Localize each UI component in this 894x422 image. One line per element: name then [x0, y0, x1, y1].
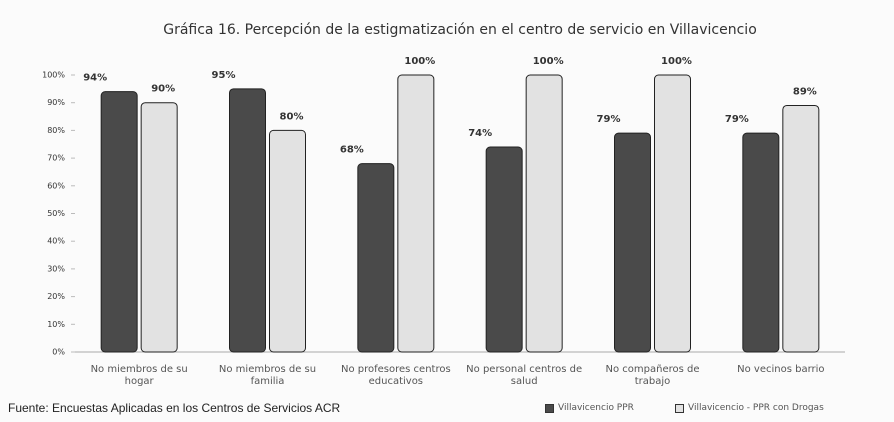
data-label: 94%	[83, 73, 107, 84]
bar	[397, 74, 435, 353]
legend-label: Villavicencio PPR	[558, 403, 634, 413]
data-label: 100%	[404, 56, 435, 67]
bar	[100, 91, 138, 353]
bar	[742, 132, 780, 353]
y-tick-label: 50%	[47, 209, 65, 218]
data-label: 100%	[533, 56, 564, 67]
legend-label: Villavicencio - PPR con Drogas	[688, 403, 824, 413]
legend-item: Villavicencio PPR	[545, 403, 634, 413]
data-label: 89%	[793, 86, 817, 97]
x-tick-label: No personal centros de salud	[466, 364, 583, 387]
x-tick-label: No vecinos barrio	[737, 364, 825, 375]
y-tick-label: 0%	[52, 348, 65, 357]
x-tick-label: No miembros de su hogar	[90, 364, 188, 387]
legend-item: Villavicencio - PPR con Drogas	[675, 403, 824, 413]
y-tick-label: 20%	[47, 292, 65, 301]
y-tick-label: 60%	[47, 181, 65, 190]
bar	[614, 132, 651, 353]
bar	[654, 74, 691, 353]
y-tick-label: 70%	[47, 154, 65, 163]
y-tick-label: 30%	[47, 264, 65, 273]
x-tick-label: No profesores centros educativos	[340, 364, 451, 387]
bar	[485, 146, 523, 353]
bar	[140, 102, 178, 353]
bar	[782, 104, 820, 353]
source-note: Fuente: Encuestas Aplicadas en los Centr…	[8, 401, 341, 415]
data-label: 79%	[597, 114, 621, 125]
bar	[357, 163, 395, 353]
data-label: 74%	[468, 128, 492, 139]
data-label: 68%	[340, 145, 364, 156]
data-label: 80%	[280, 111, 304, 122]
chart-title: Gráfica 16. Percepción de la estigmatiza…	[163, 22, 757, 38]
y-tick-label: 100%	[42, 71, 65, 80]
x-tick-label: No miembros de su familia	[218, 364, 317, 387]
y-tick-label: 40%	[47, 237, 65, 246]
bar	[525, 74, 563, 353]
data-label: 79%	[725, 114, 749, 125]
y-tick-label: 90%	[47, 98, 65, 107]
y-tick-label: 80%	[47, 126, 65, 135]
bar	[229, 88, 266, 353]
data-label: 95%	[212, 70, 236, 81]
data-label: 90%	[151, 84, 175, 95]
data-label: 100%	[661, 56, 692, 67]
y-tick-label: 10%	[47, 320, 65, 329]
x-tick-label: No compañeros de trabajo	[605, 364, 700, 387]
bar	[269, 129, 306, 353]
legend-swatch	[675, 403, 684, 413]
legend-swatch	[545, 403, 554, 413]
